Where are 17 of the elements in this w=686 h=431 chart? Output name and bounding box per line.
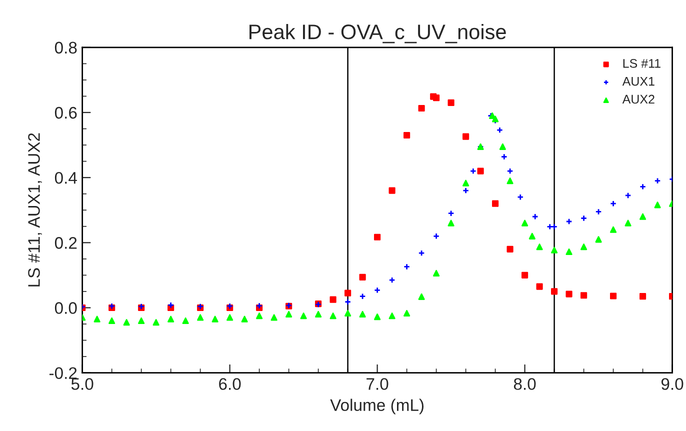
- y-tick-label: 0.2: [54, 237, 77, 249]
- y-tick-label: 0.6: [54, 106, 77, 119]
- y-tick-label: 0.8: [54, 42, 77, 54]
- x-tick-label: 7.0: [366, 378, 388, 390]
- chart-title: Peak ID - OVA_c_UV_noise: [250, 24, 506, 44]
- legend-label: AUX2: [622, 94, 654, 104]
- y-tick-label: 0.0: [54, 302, 77, 314]
- x-tick-label: 9.0: [661, 378, 684, 390]
- legend-label: AUX1: [622, 77, 654, 86]
- y-tick-label: 0.4: [54, 172, 77, 184]
- y-axis-title: LS #11, AUX1, AUX2: [28, 133, 42, 286]
- x-tick-label: 8.0: [514, 378, 536, 390]
- x-tick-label: 6.0: [219, 378, 241, 390]
- legend-label: LS #11: [623, 58, 660, 68]
- x-tick-label: 5.0: [71, 378, 94, 390]
- x-axis-title: Volume (mL): [330, 398, 424, 414]
- y-tick-label: -0.2: [49, 367, 77, 380]
